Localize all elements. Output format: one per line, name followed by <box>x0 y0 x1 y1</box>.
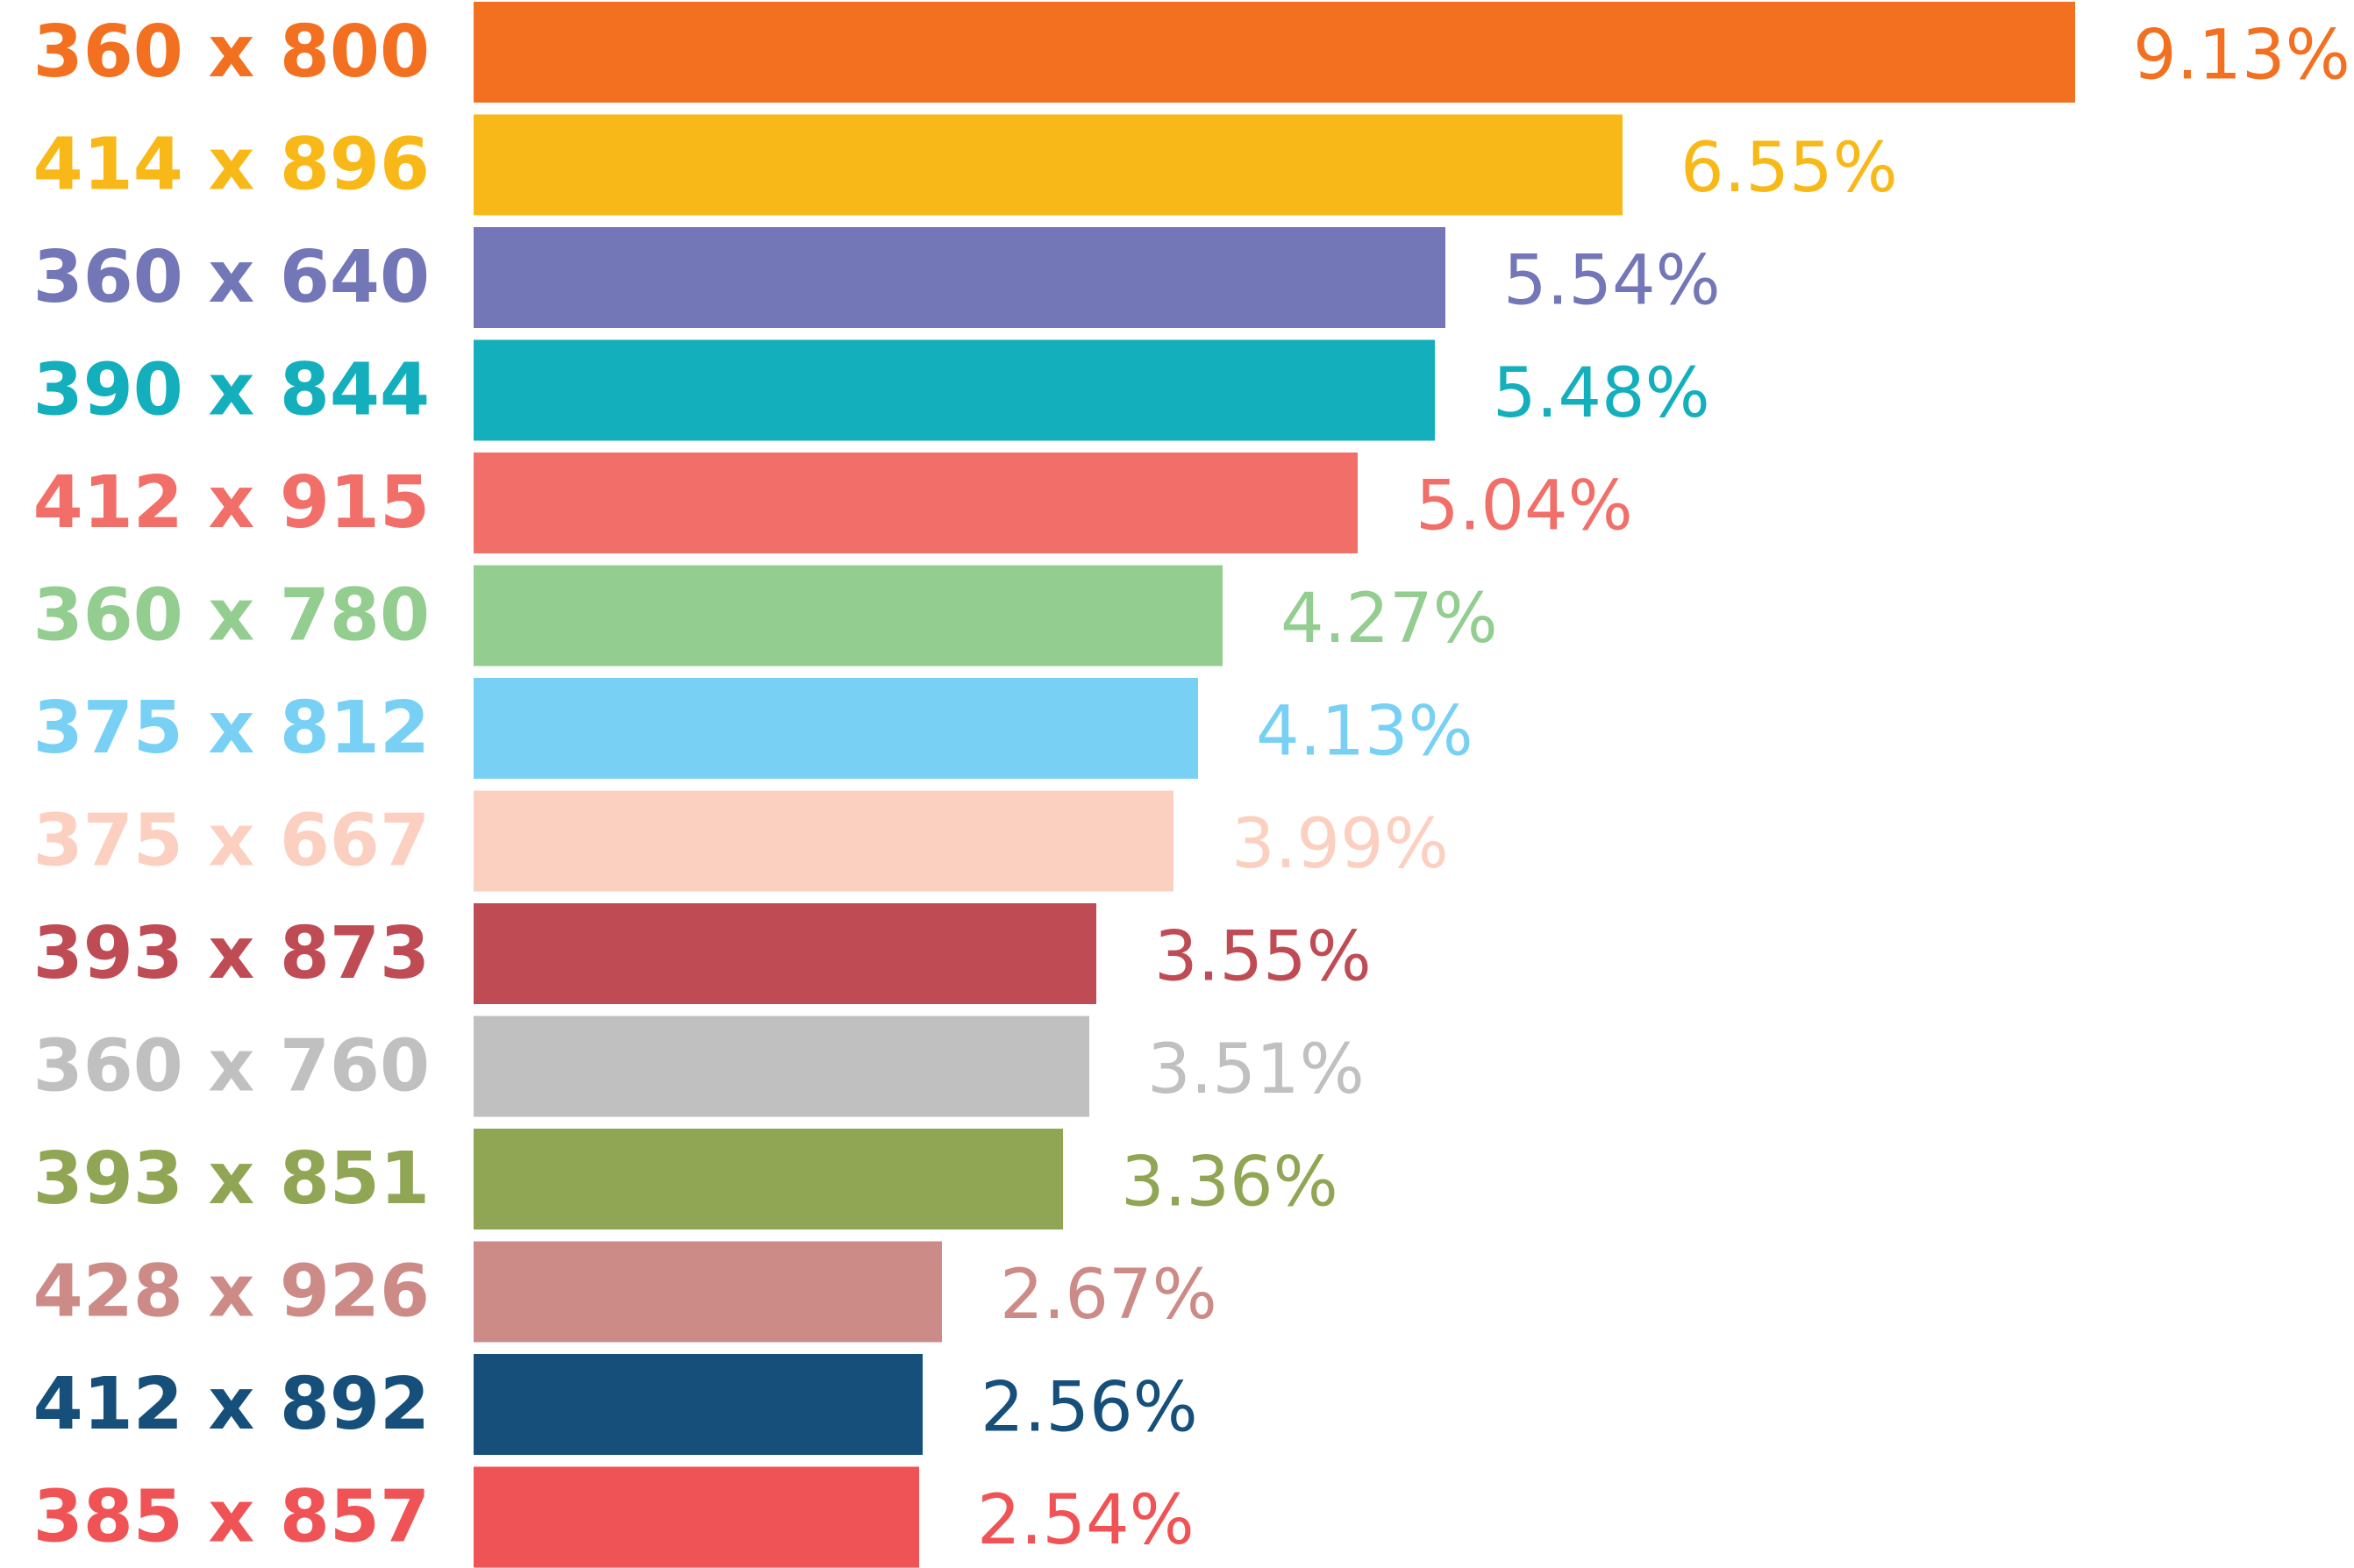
bar-1 <box>474 114 1623 216</box>
category-label-8: 393 x 873 <box>33 912 430 995</box>
category-label-5: 360 x 780 <box>33 574 430 658</box>
category-label-11: 428 x 926 <box>33 1251 430 1334</box>
value-label-2: 5.54% <box>1503 242 1721 321</box>
category-label-0: 360 x 800 <box>33 11 430 94</box>
bar-4 <box>474 453 1358 553</box>
category-label-4: 412 x 915 <box>33 461 430 545</box>
value-label-6: 4.13% <box>1256 693 1473 772</box>
value-label-8: 3.55% <box>1154 918 1372 997</box>
value-label-13: 2.54% <box>977 1481 1195 1560</box>
category-label-7: 375 x 667 <box>33 800 430 883</box>
bar-10 <box>474 1129 1063 1229</box>
category-label-10: 393 x 851 <box>33 1137 430 1221</box>
bar-7 <box>474 790 1173 892</box>
category-label-9: 360 x 760 <box>33 1025 430 1108</box>
value-label-0: 9.13% <box>2133 17 2350 96</box>
category-label-1: 414 x 896 <box>33 124 430 207</box>
value-label-7: 3.99% <box>1231 805 1449 884</box>
value-label-3: 5.48% <box>1493 354 1710 433</box>
value-label-11: 2.67% <box>1000 1256 1217 1335</box>
category-label-12: 412 x 892 <box>33 1363 430 1446</box>
value-label-4: 5.04% <box>1416 467 1633 546</box>
category-label-3: 390 x 844 <box>33 349 430 432</box>
value-label-5: 4.27% <box>1280 580 1498 659</box>
bar-8 <box>474 903 1096 1004</box>
value-label-10: 3.36% <box>1121 1144 1338 1222</box>
bar-13 <box>474 1466 919 1568</box>
value-label-1: 6.55% <box>1680 129 1898 208</box>
category-label-6: 375 x 812 <box>33 687 430 770</box>
category-label-13: 385 x 857 <box>33 1476 430 1559</box>
value-label-12: 2.56% <box>981 1369 1198 1448</box>
bar-3 <box>474 339 1435 441</box>
category-label-2: 360 x 640 <box>33 236 430 319</box>
value-label-9: 3.51% <box>1147 1030 1365 1109</box>
bar-12 <box>474 1354 923 1455</box>
bar-11 <box>474 1241 942 1343</box>
bar-2 <box>474 227 1445 328</box>
bar-0 <box>474 2 2075 103</box>
bar-9 <box>474 1016 1089 1117</box>
bar-5 <box>474 565 1223 666</box>
bar-6 <box>474 678 1198 779</box>
